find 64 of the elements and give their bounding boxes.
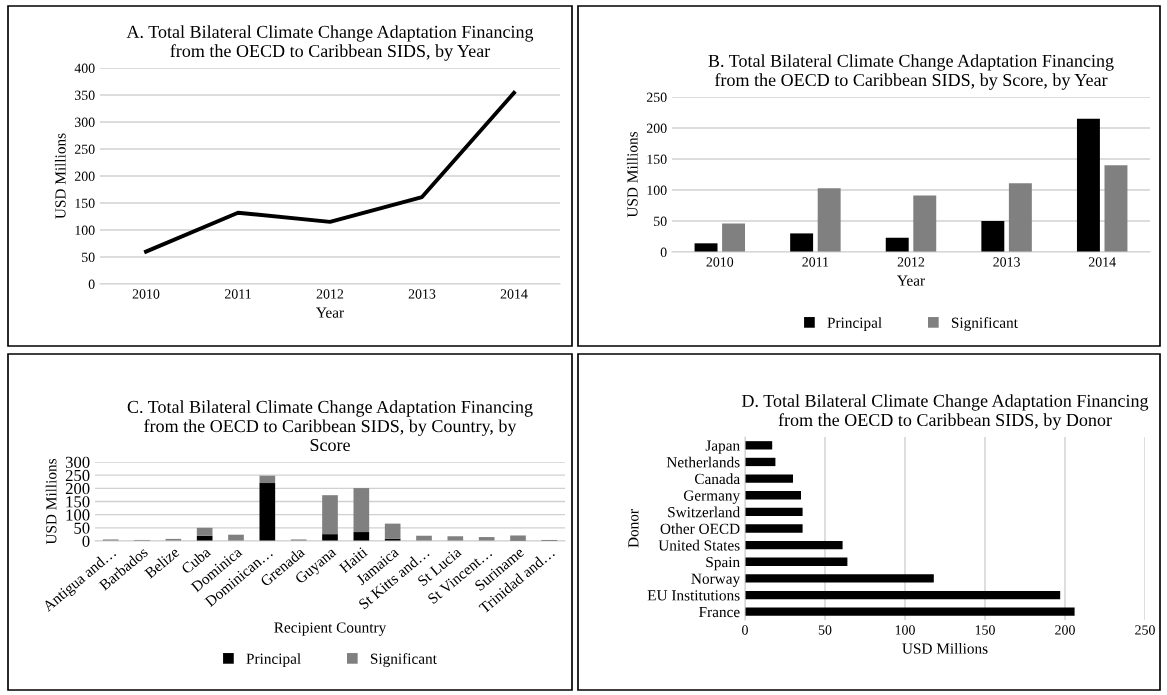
y-tick-label: 150 [647,154,667,164]
x-tick-label: 2013 [408,289,436,299]
y-tick-label: United States [658,539,740,551]
legend-label: Significant [370,652,437,668]
y-tick-label: 300 [74,117,95,127]
y-tick-label: Spain [706,556,740,571]
x-axis-title: USD Millions [902,643,988,654]
y-tick-label: 400 [74,63,95,73]
chart-title: A. Total Bilateral Climate Change Adaptation Financing from the OECD to Caribbean SIDS, by Year [126,25,534,61]
x-tick-label: 200 [1055,625,1075,635]
chart-title: D. Total Bilateral Climate Change Adaptation Financing from the OECD to Caribbean SIDS, by Donor [741,394,1149,430]
x-tick-label: 2014 [500,289,528,299]
x-tick-label: 2011 [224,289,251,299]
x-axis-title: Year [897,275,925,286]
x-tick-label: 2012 [897,257,925,267]
x-axis-title: Recipient Country [274,622,387,636]
legend-label: Principal [827,317,882,331]
y-tick-label: 200 [65,483,90,495]
x-tick-label: 50 [818,625,832,635]
y-tick-label: 250 [74,144,95,154]
x-tick-label: 2012 [316,289,344,299]
y-tick-label: Japan [705,440,740,454]
y-tick-label: Germany [683,490,741,504]
y-tick-label: Other OECD [660,523,740,534]
y-tick-label: France [699,606,740,618]
x-tick-label: 2011 [802,257,829,267]
y-tick-label: 100 [647,185,667,195]
y-tick-label: 0 [660,247,667,257]
legend-label: Significant [951,316,1018,332]
y-tick-label: 250 [646,92,667,102]
x-tick-label: 2010 [132,289,160,299]
y-axis-title: USD Millions [54,133,66,219]
y-tick-label: 100 [66,509,90,521]
y-tick-label: Netherlands [666,456,740,468]
legend-label: Principal [246,653,301,667]
y-tick-label: 0 [88,279,95,289]
y-tick-label: 200 [74,171,95,181]
y-tick-label: 150 [75,198,95,208]
y-axis-title: USD Millions [626,131,638,218]
y-tick-label: 200 [646,123,667,133]
x-tick-label: 2013 [993,257,1020,267]
y-tick-label: Norway [691,573,741,587]
y-tick-label: Canada [694,473,740,485]
x-tick-label: 2010 [706,257,734,267]
chart-title: C. Total Bilateral Climate Change Adaptation Financing from the OECD to Caribbean SIDS, by Country, by Score [127,400,533,452]
y-tick-label: Switzerland [668,506,740,518]
chart-title: B. Total Bilateral Climate Change Adaptation Financing from the OECD to Caribbean SIDS, by Score, by Year [708,54,1114,90]
y-tick-label: 100 [75,225,95,235]
y-axis-title: Donor [628,509,639,548]
y-tick-label: 0 [82,535,90,547]
x-tick-label: 2014 [1088,257,1116,267]
y-tick-label: 150 [66,496,90,508]
x-tick-label: 250 [1135,625,1155,635]
y-tick-label: 50 [74,522,90,534]
y-tick-label: 250 [65,469,90,482]
y-tick-label: 350 [74,90,95,100]
x-tick-label: 100 [895,625,915,635]
y-tick-label: EU Institutions [647,590,740,601]
y-tick-label: 300 [65,456,90,468]
x-tick-label: 150 [975,625,995,635]
x-axis-title: Year [316,307,344,318]
y-axis-title: USD Millions [45,458,57,545]
x-tick-label: 0 [742,625,748,635]
y-tick-label: 50 [654,216,667,226]
